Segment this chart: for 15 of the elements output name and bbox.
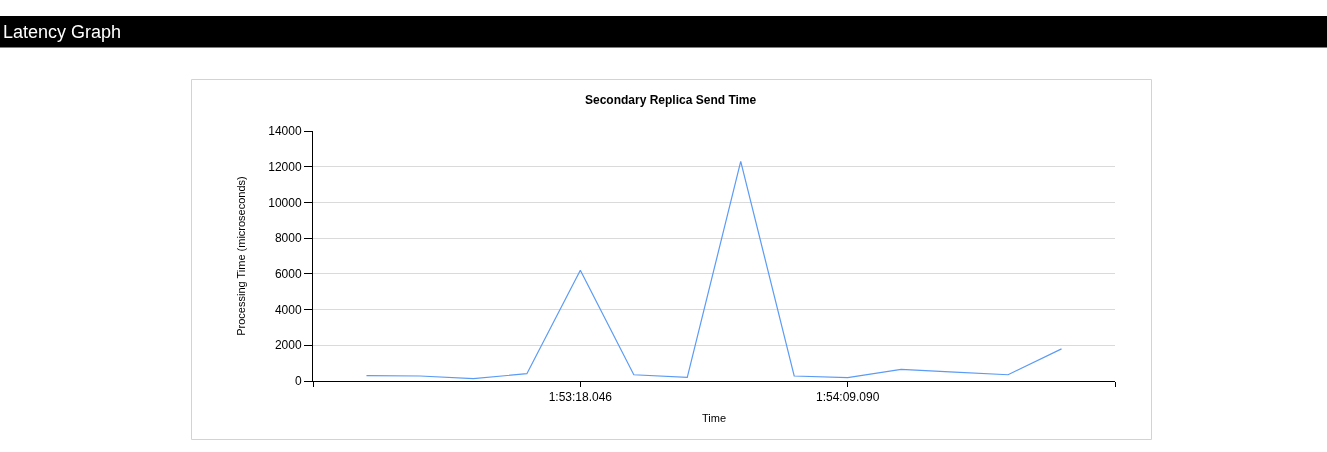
x-tick-label: 1:53:18.046 [548, 390, 613, 405]
text: Latency Graph [3, 21, 122, 42]
y-tick-label: 0 [294, 374, 302, 389]
y-axis-title: Processing Time (microseconds) [234, 176, 247, 336]
chart-subtitle: Secondary Replica Send Time [585, 93, 757, 107]
y-tick-label: 6000 [274, 267, 302, 282]
x-axis-title: Time [701, 411, 727, 424]
y-tick-label: 14000 [268, 124, 302, 139]
y-tick-label: 4000 [274, 302, 302, 317]
y-tick-label: 10000 [268, 195, 302, 210]
line-series [365, 160, 1063, 380]
y-tick-label: 8000 [274, 231, 302, 246]
y-tick-label: 12000 [268, 159, 302, 174]
y-tick-label: 2000 [274, 338, 302, 353]
x-tick-label: 1:54:09.090 [815, 390, 880, 405]
